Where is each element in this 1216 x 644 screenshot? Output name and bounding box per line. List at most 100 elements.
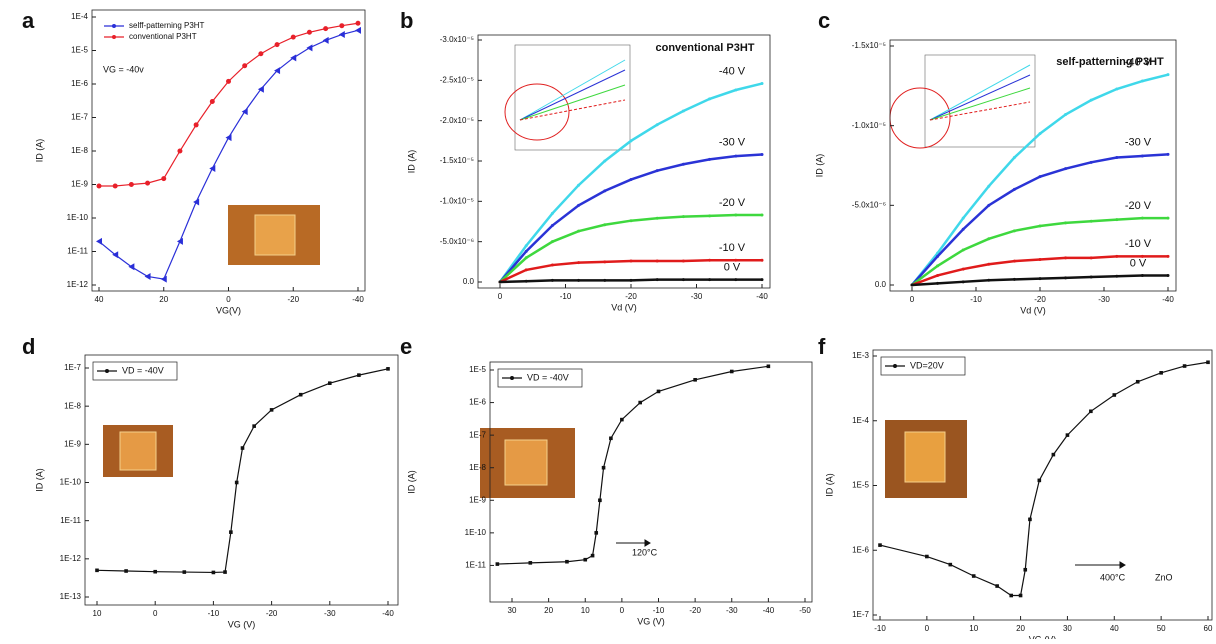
data-point xyxy=(1065,433,1070,437)
data-point xyxy=(603,260,607,264)
data-point xyxy=(961,280,965,284)
y-tick-label: 1E-8 xyxy=(469,463,486,472)
data-point xyxy=(708,157,712,161)
x-tick-label: 50 xyxy=(1157,624,1166,633)
y-tick-label: 1E-5 xyxy=(852,481,869,490)
data-point xyxy=(760,258,764,262)
data-point xyxy=(323,26,329,32)
x-tick-label: -40 xyxy=(756,292,768,301)
data-point xyxy=(766,364,771,369)
data-point xyxy=(760,213,764,217)
data-point xyxy=(355,26,361,34)
data-point xyxy=(1064,113,1068,117)
data-point xyxy=(95,568,99,573)
y-tick-label: 1E-7 xyxy=(852,610,869,619)
data-point xyxy=(878,543,882,547)
series-label: -10 V xyxy=(1125,238,1152,250)
data-point xyxy=(274,67,281,75)
data-point xyxy=(1089,256,1093,260)
y-tick-label: 0.0 xyxy=(463,277,475,286)
data-point xyxy=(987,262,991,266)
panel-letter: c xyxy=(818,8,830,33)
plot-frame xyxy=(489,361,813,603)
data-point xyxy=(1115,274,1119,278)
data-point xyxy=(1206,360,1210,365)
y-tick-label: 1E-7 xyxy=(71,113,88,122)
data-point xyxy=(269,408,274,412)
y-axis-label: ID (A) xyxy=(34,468,44,492)
data-point xyxy=(1140,79,1144,83)
series-label: -40 V xyxy=(1125,57,1152,69)
data-point xyxy=(1023,567,1028,572)
x-tick-label: 20 xyxy=(1016,624,1025,633)
y-tick-label: 1E-4 xyxy=(852,416,869,425)
data-point xyxy=(242,63,248,69)
data-point xyxy=(223,570,227,574)
data-point xyxy=(524,268,528,272)
data-point xyxy=(961,267,965,271)
y-tick-label: 1E-5 xyxy=(469,365,486,374)
data-point xyxy=(1089,160,1093,164)
data-point xyxy=(655,259,659,263)
y-tick-label: 1E-4 xyxy=(71,12,88,21)
data-point xyxy=(629,139,633,143)
data-point xyxy=(498,280,502,284)
y-axis-label: ID (A) xyxy=(34,139,44,163)
x-tick-label: -20 xyxy=(625,292,637,301)
data-point xyxy=(1140,254,1144,258)
x-axis-label: Vd (V) xyxy=(611,302,637,312)
chart-title: conventional P3HT xyxy=(655,42,754,54)
data-point xyxy=(1140,216,1144,220)
data-point xyxy=(1089,409,1093,414)
data-point xyxy=(577,261,581,265)
data-point xyxy=(1115,87,1119,91)
data-point xyxy=(1159,371,1163,375)
x-tick-label: 0 xyxy=(226,295,231,304)
x-tick-label: -30 xyxy=(324,609,336,618)
x-tick-label: -10 xyxy=(970,295,982,304)
legend-marker xyxy=(112,24,116,28)
data-point xyxy=(734,258,738,262)
x-tick-label: 20 xyxy=(159,295,168,304)
x-tick-label: -20 xyxy=(266,609,278,618)
data-point xyxy=(96,183,102,189)
y-tick-label: 1E-5 xyxy=(71,46,88,55)
data-point xyxy=(948,562,953,567)
data-point xyxy=(961,216,965,220)
data-point xyxy=(241,108,248,116)
data-point xyxy=(1115,254,1119,258)
data-point xyxy=(577,203,581,207)
data-point xyxy=(760,82,764,86)
data-point xyxy=(1012,277,1016,281)
data-point xyxy=(708,278,712,282)
y-tick-label: 1E-8 xyxy=(71,146,88,155)
data-point xyxy=(1037,478,1042,483)
legend-label: selff-patterning P3HT xyxy=(129,21,205,30)
series-line xyxy=(879,361,1209,597)
data-point xyxy=(594,531,599,535)
data-point xyxy=(708,97,712,101)
data-point xyxy=(229,530,233,534)
data-point xyxy=(1038,132,1042,136)
data-point xyxy=(577,278,581,282)
data-point xyxy=(128,263,135,271)
data-point xyxy=(971,574,976,578)
data-point xyxy=(987,278,991,282)
data-point xyxy=(1166,273,1170,277)
panel: f -10 0 10 20 30 40 50 60 1E-7 1E-6 1E-5 1E-4 1E-3 VG … xyxy=(818,334,1213,644)
x-tick-label: 0 xyxy=(925,624,930,633)
y-tick-label: 1E-9 xyxy=(64,439,81,448)
data-point xyxy=(524,279,528,283)
x-tick-label: -10 xyxy=(560,292,572,301)
x-tick-label: 0 xyxy=(498,292,503,301)
y-tick-label: 1E-10 xyxy=(60,478,82,487)
panel: c 0 -10 -20 -30 -40 0.0 -5.0x10⁻⁶ -1.0x10⁻⁵ -1.5x… xyxy=(814,8,1177,315)
data-point xyxy=(603,189,607,193)
data-point xyxy=(681,215,685,219)
x-tick-label: 60 xyxy=(1204,624,1213,633)
data-point xyxy=(1012,187,1016,191)
data-point xyxy=(987,237,991,241)
data-point xyxy=(274,42,280,48)
data-point xyxy=(936,273,940,277)
y-tick-label: 0.0 xyxy=(875,280,887,289)
